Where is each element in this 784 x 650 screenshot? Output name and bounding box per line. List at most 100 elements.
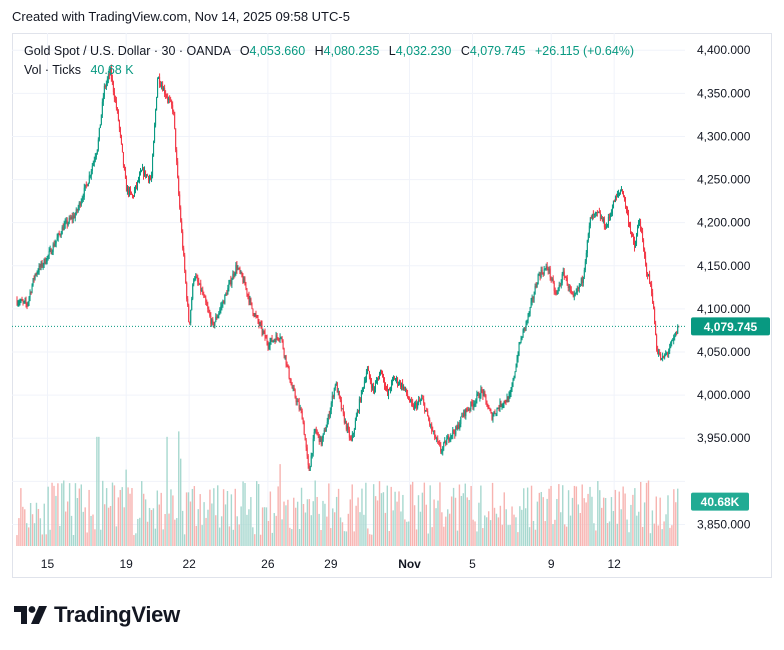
candle-body [469,408,471,410]
volume-bar [63,480,65,546]
candle-body [352,433,354,435]
volume-bar [119,489,121,546]
price-tick-label: 4,050.000 [697,345,751,359]
volume-legend[interactable]: Vol · Ticks 40.68 K [24,63,134,77]
candle-body [130,191,132,195]
candle-body [410,399,412,402]
candle-body [211,319,213,324]
volume-bar [505,509,507,546]
candle-body [563,271,565,278]
time-tick-label: 15 [41,557,55,571]
volume-bar [655,496,657,546]
volume-bar [367,528,369,546]
volume-bar [587,493,589,546]
price-chart[interactable]: 3,850.000 3,950.000 4,000.000 4,050.000 4,10… [12,33,772,578]
candle-body [634,240,636,248]
volume-bar [610,497,613,546]
candle-body [163,87,165,91]
volume-bar [673,489,675,546]
candle-body [443,442,445,448]
candle-body [551,278,553,280]
candle-body [226,293,228,295]
candle-body [646,263,648,273]
candle-body [34,274,36,279]
volume-bar [618,491,620,546]
volume-bar [279,464,281,546]
volume-bar [324,503,326,546]
volume-bar [20,488,22,546]
candle-body [542,273,544,275]
candle-body [291,384,293,389]
candle-body [475,399,477,404]
volume-bar [304,512,307,546]
price-axis[interactable]: 3,850.000 3,950.000 4,000.000 4,050.000 4,10… [697,43,751,531]
volume-bar [638,511,640,546]
price-tick-label: 4,100.000 [697,302,751,316]
candle-body [18,302,20,304]
candle-body [65,220,67,222]
volume-bar [437,500,439,546]
candle-body [478,393,480,398]
volume-bar [339,517,342,546]
candle-body [146,174,148,177]
volume-bar [144,499,147,546]
candle-body [182,231,184,249]
candle-body [351,434,353,441]
tradingview-logo[interactable]: TradingView [14,602,180,628]
candle-body [549,268,551,278]
candle-body [67,222,69,225]
candle-body [30,292,32,294]
candle-body [600,217,602,219]
candle-body [312,438,314,454]
volume-bar [113,485,116,546]
time-axis[interactable]: 15 19 22 26 29 Nov 5 9 12 [41,557,621,571]
candle-body [670,342,672,348]
volume-bar [230,494,233,546]
candle-body [46,256,48,263]
candle-body [61,227,63,235]
candle-body [665,353,667,355]
candle-body [199,283,201,285]
volume-bar [86,532,88,546]
candle-body [437,438,439,442]
candle-body [88,175,90,183]
volume-bar [300,487,303,546]
candle-body [36,272,38,275]
candle-body [402,383,404,389]
volume-bar [345,531,348,546]
candle-body [177,161,179,178]
candle-body [234,273,236,276]
candle-body [222,301,224,306]
candle-body [347,426,349,430]
candle-body [342,408,344,414]
volume-bar [160,492,162,546]
candle-body [526,320,528,322]
volume-bar [102,480,104,546]
candle-body [29,292,31,298]
volume-bar [495,513,498,546]
candle-body [147,174,149,177]
candle-body [545,266,547,269]
candle-body [490,410,492,413]
volume-bar [308,499,311,546]
symbol-legend[interactable]: Gold Spot / U.S. Dollar · 30 · OANDA O4,… [24,44,634,58]
candle-body [388,389,390,395]
candle-body [616,193,618,197]
volume-bar [636,515,638,546]
candle-body [172,105,174,112]
volume-bar [137,518,139,546]
candle-body [133,190,135,197]
volume-bar [24,509,26,546]
candle-body [430,424,432,426]
volume-bar [39,518,42,546]
candle-body [460,416,462,424]
time-tick-label: 19 [120,557,134,571]
volume-bar [57,483,59,546]
candle-body [401,383,403,387]
volume-bar [369,534,371,546]
candle-body [142,168,144,171]
candle-body [158,77,160,79]
volume-bar [583,498,585,546]
candle-body [125,178,127,192]
volume-bar [530,485,533,546]
